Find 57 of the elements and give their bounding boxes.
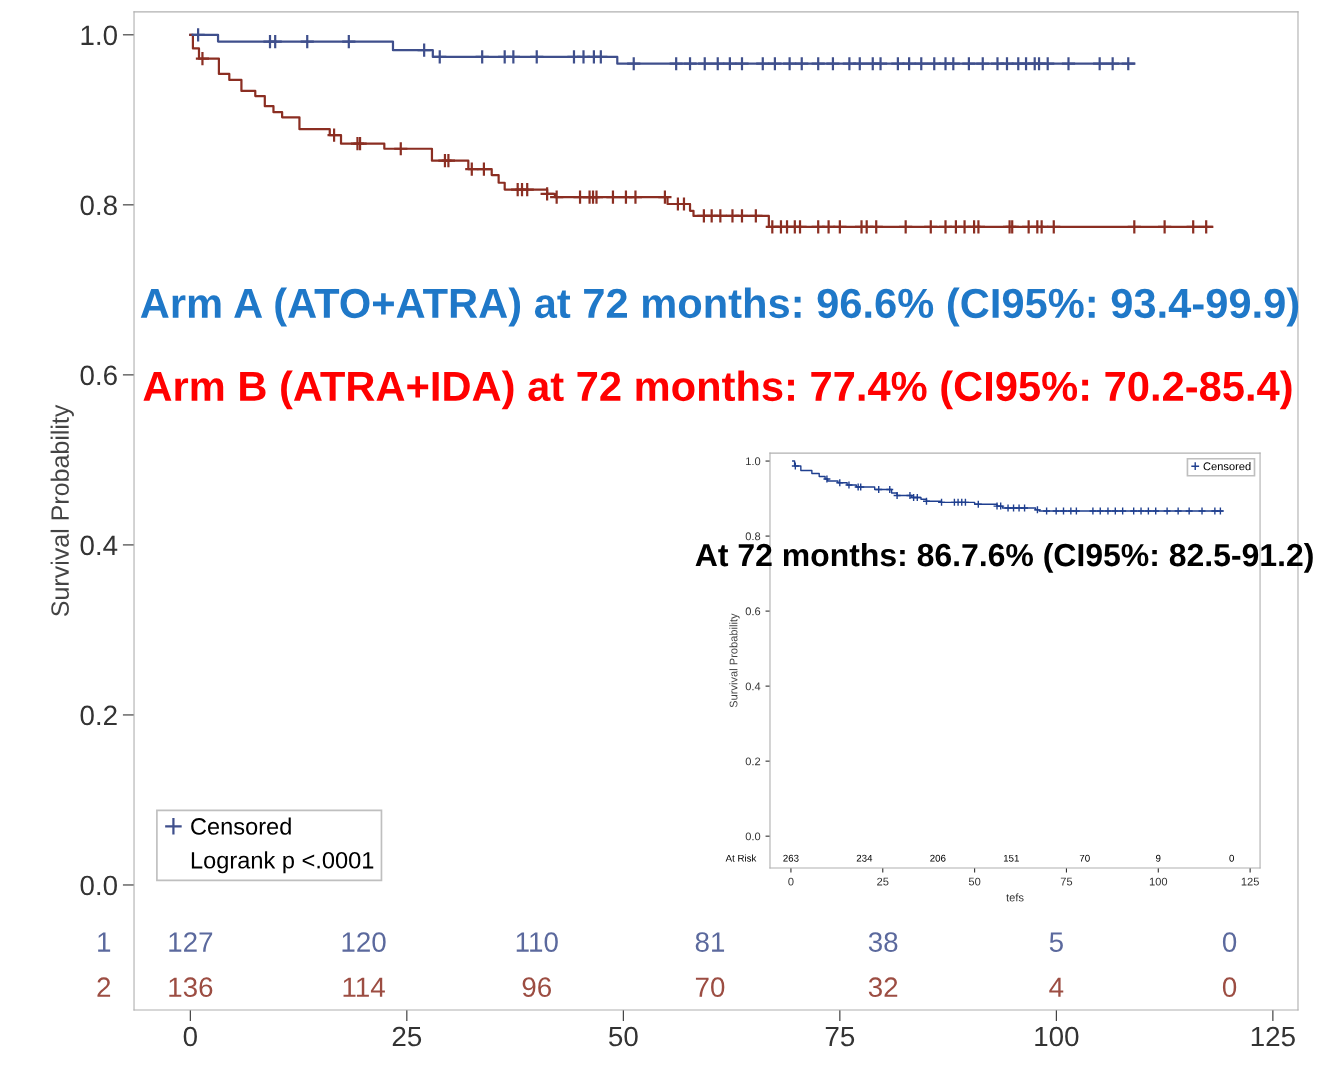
y-tick-label: 0.4	[745, 682, 761, 691]
text: 1	[98, 932, 111, 952]
annotation: 70	[695, 977, 725, 998]
y-tick-label: 0.4	[80, 535, 118, 556]
annotation: Logrank p <.0001	[191, 851, 374, 874]
annotation: 151	[1003, 854, 1019, 862]
y-axis-title: Survival Probability	[729, 613, 740, 708]
y-tick-label: 0.0	[80, 875, 117, 896]
x-tick-label: 25	[392, 1026, 422, 1047]
y-tick-label: 0.2	[745, 757, 761, 766]
annotation: 96	[522, 977, 551, 998]
annotation: 206	[930, 854, 946, 862]
annotation: At 72 months: 86.7.6% (CI95%: 82.5-91.2)	[695, 542, 1313, 573]
annotation: 5	[1049, 932, 1063, 952]
annotation: 0	[1229, 854, 1235, 862]
x-tick-label: 125	[1251, 1026, 1295, 1047]
y-tick-label: 0.2	[80, 705, 117, 726]
annotation: 4	[1049, 977, 1064, 997]
y-tick-label: 1.0	[81, 25, 117, 46]
x-axis-title: tefs	[1006, 893, 1024, 902]
x-tick-label: 100	[1149, 877, 1168, 886]
annotation: Arm B (ATRA+IDA) at 72 months: 77.4% (CI95%: 70.2-85.4)	[143, 370, 1292, 410]
x-tick-label: 0	[183, 1026, 197, 1047]
y-tick-label: 0.0	[745, 832, 761, 841]
y-tick-label: 0.8	[80, 195, 117, 216]
annotation: 127	[169, 932, 213, 952]
annotation: 0	[1222, 932, 1237, 952]
annotation: 70	[1079, 854, 1090, 862]
y-tick-label: 0.6	[745, 607, 761, 616]
x-tick-label: 25	[877, 877, 889, 886]
y-axis-title: Survival Probability	[50, 404, 74, 617]
x-tick-label: 100	[1035, 1026, 1079, 1047]
annotation: 114	[343, 977, 385, 997]
annotation: 38	[868, 932, 898, 952]
annotation: 81	[695, 932, 725, 952]
text: 2	[97, 977, 111, 997]
x-tick-label: 75	[1060, 877, 1073, 886]
annotation: At Risk	[725, 854, 757, 862]
annotation: 32	[868, 977, 898, 998]
annotation: 9	[1155, 854, 1161, 862]
annotation: 234	[856, 854, 873, 862]
annotation: Arm A (ATO+ATRA) at 72 months: 96.6% (CI95%: 93.4-99.9)	[140, 287, 1299, 327]
y-tick-label: 1.0	[746, 457, 761, 466]
annotation: 120	[342, 932, 386, 952]
annotation: 110	[516, 932, 558, 952]
y-tick-label: 0.8	[745, 532, 761, 541]
legend-label: Censored	[191, 817, 291, 835]
annotation: 136	[169, 977, 213, 998]
x-tick-label: 50	[968, 877, 981, 886]
x-tick-label: 75	[825, 1026, 855, 1047]
x-tick-label: 50	[609, 1026, 638, 1047]
annotation: 0	[1222, 977, 1237, 998]
y-tick-label: 0.6	[80, 365, 117, 386]
legend-label: Censored	[1203, 462, 1251, 471]
annotation: 263	[783, 854, 799, 862]
x-tick-label: 125	[1241, 877, 1259, 886]
x-tick-label: 0	[788, 877, 794, 886]
